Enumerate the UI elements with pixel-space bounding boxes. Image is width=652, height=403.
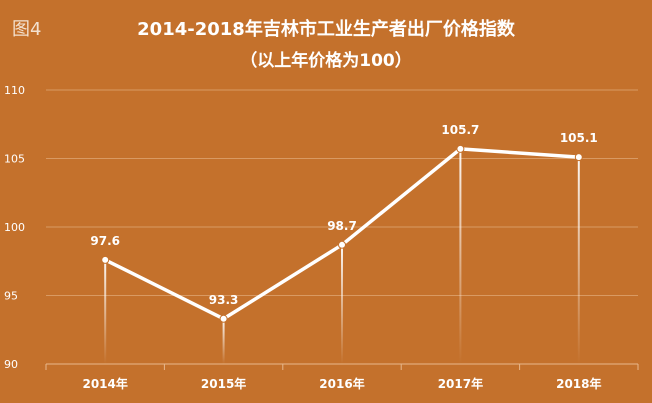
drop-line	[222, 318, 225, 364]
data-label: 93.3	[209, 293, 239, 307]
data-point	[338, 240, 346, 249]
chart-subtitle: （以上年价格为100）	[240, 51, 412, 71]
y-tick-label: 95	[4, 290, 18, 303]
figure-label: 图4	[12, 19, 42, 40]
drop-line	[459, 148, 462, 364]
data-point	[101, 255, 110, 264]
data-point	[219, 314, 228, 323]
x-tick-label: 2016年	[319, 376, 364, 391]
y-tick-label: 90	[4, 358, 18, 371]
x-tick-label: 2018年	[556, 376, 601, 391]
drop-line	[104, 259, 107, 364]
data-point	[456, 144, 465, 153]
data-label: 98.7	[327, 219, 357, 233]
y-tick-label: 100	[4, 221, 25, 234]
y-tick-label: 105	[4, 153, 25, 166]
drop-line	[577, 157, 580, 364]
y-tick-label: 110	[4, 84, 25, 97]
x-tick-label: 2017年	[438, 376, 483, 391]
drop-line	[341, 244, 343, 364]
data-label: 97.6	[90, 234, 120, 248]
data-label: 105.1	[560, 131, 598, 145]
chart-title: 2014-2018年吉林市工业生产者出厂价格指数	[137, 19, 515, 40]
data-label: 105.7	[441, 123, 479, 137]
x-tick-label: 2015年	[201, 376, 246, 391]
x-tick-label: 2014年	[82, 376, 127, 391]
data-point	[574, 153, 583, 162]
